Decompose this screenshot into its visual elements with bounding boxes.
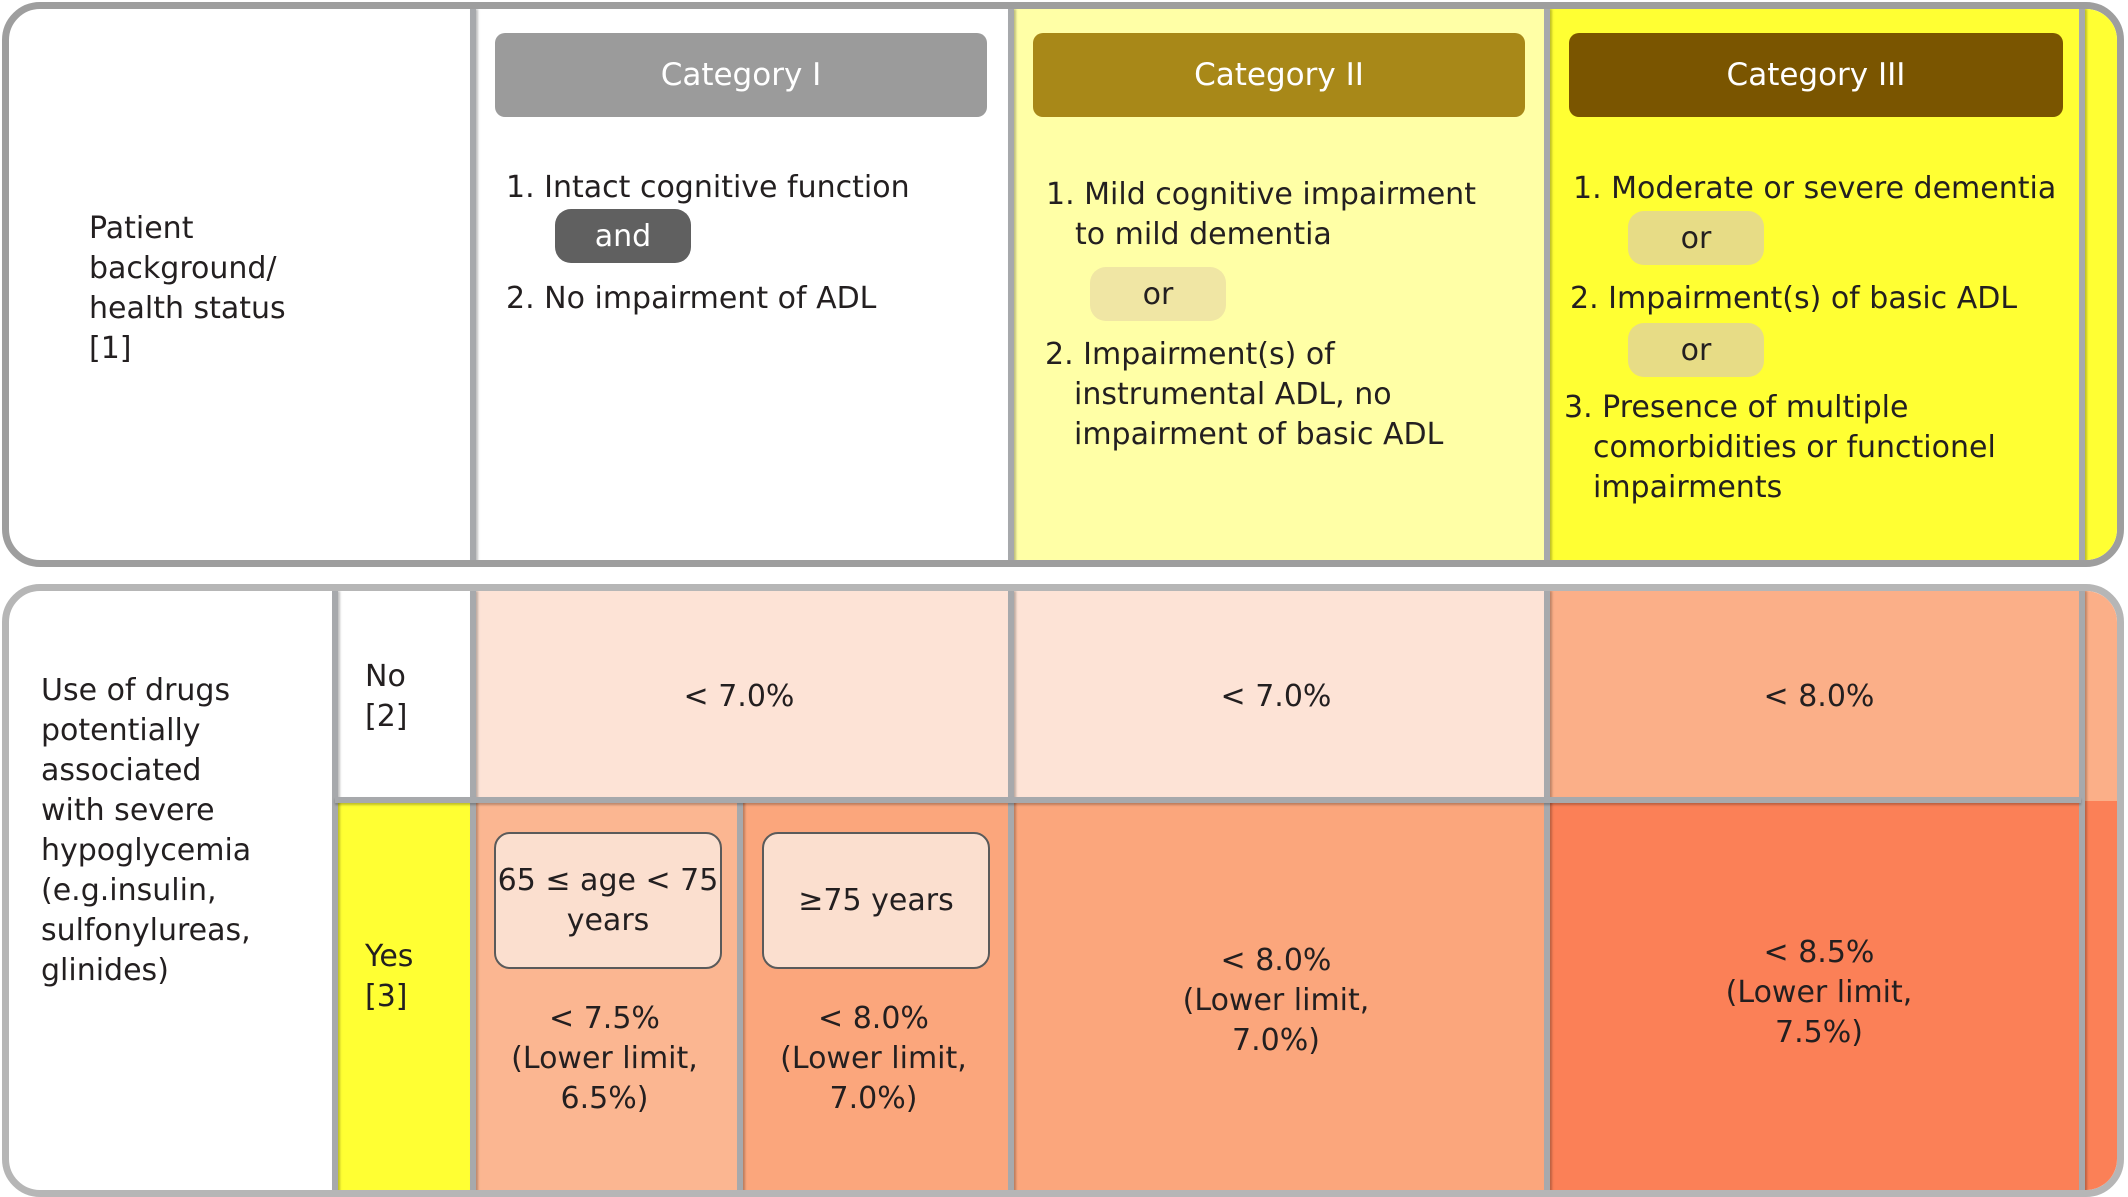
category-2-header: Category II	[1033, 33, 1525, 117]
yes-target-category-2: < 8.0% (Lower limit, 7.0%)	[1182, 943, 1370, 1058]
or-connector: or	[1090, 267, 1226, 321]
column-divider	[470, 591, 476, 1190]
category-3-item-1: 1. Moderate or severe dementia	[1573, 171, 2057, 206]
yes-target-category-3: < 8.5% (Lower limit, 7.5%)	[1725, 935, 1913, 1050]
yes-row-category-2	[1008, 801, 1544, 1190]
category-3-header: Category III	[1569, 33, 2063, 117]
column-divider	[332, 591, 338, 1190]
no-row-category-2	[1008, 591, 1544, 801]
row-divider	[335, 797, 2081, 803]
no-target-category-1: < 7.0%	[683, 679, 795, 714]
category-2-item-1: 1. Mild cognitive impairment to mild dem…	[1046, 177, 1476, 252]
column-divider	[470, 9, 476, 560]
category-1-item-2: 2. No impairment of ADL	[506, 281, 877, 316]
yes-target-age-65-75: < 7.5% (Lower limit, 6.5%)	[511, 1001, 698, 1116]
yes-row-category-3	[1544, 801, 2117, 1190]
category-3-item-2: 2. Impairment(s) of basic ADL	[1570, 281, 2018, 316]
or-connector: or	[1628, 211, 1764, 265]
no-row-category-1	[470, 591, 1008, 801]
and-connector: and	[555, 209, 691, 263]
or-connector: or	[1628, 323, 1764, 377]
age-65-75-box: 65 ≤ age < 75 years	[494, 832, 722, 969]
drug-use-label: Use of drugs potentially associated with…	[41, 673, 252, 988]
yes-label: Yes [3]	[365, 939, 414, 1014]
no-label-cell	[335, 591, 470, 801]
yes-label-cell	[335, 801, 470, 1190]
patient-background-label: Patient background/ health status [1]	[89, 211, 286, 366]
yes-target-age-75-plus: < 8.0% (Lower limit, 7.0%)	[780, 1001, 967, 1116]
patient-status-panel: Patient background/ health status [1] Ca…	[2, 2, 2124, 567]
no-target-category-2: < 7.0%	[1220, 679, 1332, 714]
category-2-item-2: 2. Impairment(s) of instrumental ADL, no…	[1045, 337, 1444, 452]
column-divider	[2079, 591, 2085, 1190]
hypoglycemia-drugs-panel: Use of drugs potentially associated with…	[2, 584, 2124, 1197]
column-divider	[1544, 9, 1550, 560]
no-target-category-3: < 8.0%	[1763, 679, 1875, 714]
column-divider	[1008, 9, 1014, 560]
column-divider	[2079, 9, 2085, 560]
category-1-item-1: 1. Intact cognitive function	[506, 170, 910, 205]
no-label: No [2]	[365, 659, 408, 734]
age-75-plus-box: ≥75 years	[762, 832, 990, 969]
column-divider	[1008, 591, 1014, 1190]
column-divider	[737, 801, 743, 1190]
category-1-header: Category I	[495, 33, 987, 117]
column-divider	[1544, 591, 1550, 1190]
no-row-category-3	[1544, 591, 2117, 801]
category-3-item-3: 3. Presence of multiple comorbidities or…	[1564, 390, 1996, 505]
